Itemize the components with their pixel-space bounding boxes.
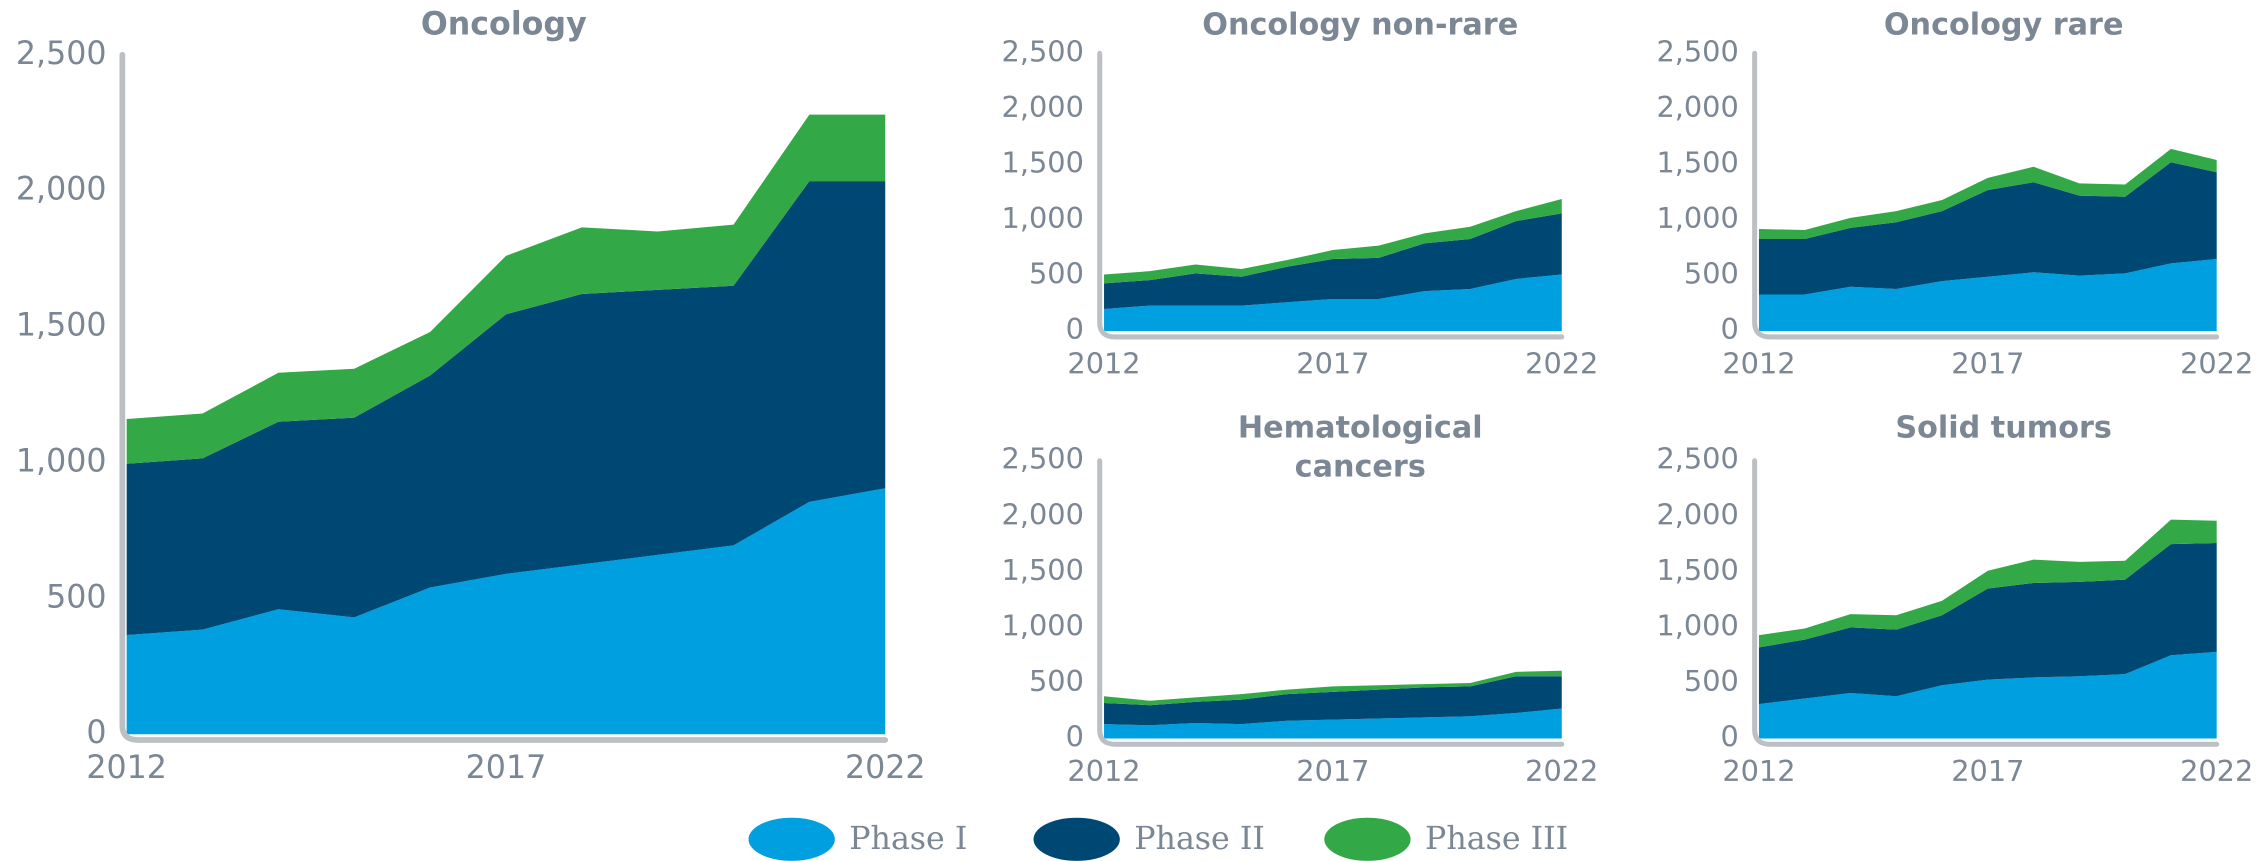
y-tick-label: 1,500 (1656, 553, 1738, 587)
y-tick-label: 1,500 (1002, 553, 1084, 587)
y-tick-label: 0 (1066, 312, 1084, 346)
y-tick-label: 2,500 (1656, 34, 1738, 68)
chart-title: Solid tumors (1895, 410, 2112, 445)
x-tick-label: 2017 (466, 750, 547, 786)
x-tick-label: 2012 (1067, 347, 1140, 381)
area (1104, 198, 1562, 284)
x-tick-label: 2012 (86, 750, 167, 786)
chart-title-box: Oncology (420, 7, 587, 44)
y-tick-label: 500 (1029, 257, 1084, 291)
y-tick-label: 2,000 (16, 172, 107, 208)
area (1758, 651, 2217, 739)
y-tick-label: 2,500 (1002, 442, 1084, 476)
y-tick-label: 2,000 (1656, 497, 1738, 531)
y-tick-label: 500 (46, 579, 106, 615)
y-tick-label: 2,000 (1656, 90, 1738, 124)
legend-label: Phase III (1425, 821, 1568, 857)
y-tick-label: 1,000 (1002, 608, 1084, 642)
y-tick-label: 0 (1066, 720, 1084, 754)
x-tick-label: 2022 (2180, 754, 2253, 788)
area (1758, 542, 2217, 705)
x-tick-label: 2017 (1951, 754, 2024, 788)
area (1758, 519, 2217, 648)
y-tick-label: 2,500 (1656, 442, 1738, 476)
area (1758, 162, 2217, 295)
x-tick-label: 2022 (1525, 754, 1598, 788)
x-tick-label: 2012 (1722, 347, 1795, 381)
legend-swatch (1324, 817, 1411, 861)
x-tick-label: 2017 (1951, 347, 2024, 381)
axis (1097, 50, 1565, 340)
area (1758, 258, 2217, 332)
x-tick-label: 2017 (1296, 754, 1369, 788)
area (1104, 676, 1562, 726)
y-tick-label: 1,000 (1002, 201, 1084, 235)
y-tick-label: 2,500 (1002, 34, 1084, 68)
x-tick-label: 2012 (1067, 754, 1140, 788)
y-tick-label: 1,500 (1656, 145, 1738, 179)
y-tick-label: 1,000 (16, 443, 107, 479)
y-tick-label: 1,500 (1002, 145, 1084, 179)
chart-title: Oncology (420, 7, 587, 44)
x-tick-label: 2017 (1296, 347, 1369, 381)
y-tick-label: 0 (1720, 312, 1738, 346)
y-tick-label: 0 (1720, 720, 1738, 754)
axis (1752, 458, 2220, 747)
axis (1097, 458, 1565, 747)
y-tick-label: 1,000 (1656, 201, 1738, 235)
area (1104, 708, 1562, 739)
x-tick-label: 2022 (845, 750, 926, 786)
y-tick-label: 1,000 (1656, 608, 1738, 642)
legend-label: Phase I (849, 821, 967, 857)
chart-title-box: Oncology rare (1883, 7, 2124, 42)
area (1104, 274, 1562, 332)
area (1104, 213, 1562, 309)
area (1758, 148, 2217, 239)
chart-title-box: Solid tumors (1895, 410, 2112, 445)
y-tick-label: 500 (1684, 664, 1739, 698)
chart-title: Oncology rare (1883, 7, 2124, 42)
axis (1752, 50, 2220, 340)
y-tick-label: 2,500 (16, 36, 107, 72)
chart-title: Hematological cancers (1237, 410, 1483, 485)
chart-title-box: Hematological cancers (1237, 410, 1483, 485)
axis (119, 51, 889, 743)
chart-title: Oncology non-rare (1202, 7, 1519, 42)
area (1104, 670, 1562, 706)
y-tick-label: 1,500 (16, 308, 107, 344)
area (126, 181, 886, 636)
y-tick-label: 500 (1684, 257, 1739, 291)
y-tick-label: 2,000 (1002, 497, 1084, 531)
x-tick-label: 2012 (1722, 754, 1795, 788)
chart-title-box: Oncology non-rare (1202, 7, 1519, 42)
x-tick-label: 2022 (1525, 347, 1598, 381)
x-tick-label: 2022 (2180, 347, 2253, 381)
y-tick-label: 0 (86, 715, 106, 751)
area (126, 488, 886, 735)
y-tick-label: 2,000 (1002, 90, 1084, 124)
legend-swatch (748, 817, 835, 861)
y-tick-label: 500 (1029, 664, 1084, 698)
area (126, 114, 886, 464)
legend-label: Phase II (1134, 821, 1265, 857)
legend-swatch (1033, 817, 1120, 861)
